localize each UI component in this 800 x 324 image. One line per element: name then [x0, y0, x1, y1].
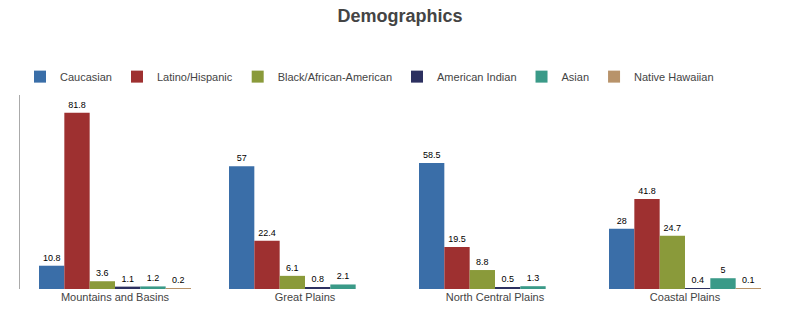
- svg-text:81.8: 81.8: [68, 100, 86, 110]
- svg-text:Caucasian: Caucasian: [60, 71, 112, 83]
- svg-text:0.2: 0.2: [172, 275, 185, 285]
- svg-text:6.1: 6.1: [286, 263, 299, 273]
- svg-text:58.5: 58.5: [423, 150, 441, 160]
- svg-text:24.7: 24.7: [664, 223, 682, 233]
- svg-text:10.8: 10.8: [43, 253, 61, 263]
- svg-text:0.4: 0.4: [691, 275, 704, 285]
- svg-text:22.4: 22.4: [258, 228, 276, 238]
- svg-text:American Indian: American Indian: [437, 71, 517, 83]
- svg-text:19.5: 19.5: [448, 234, 466, 244]
- svg-text:1.3: 1.3: [527, 273, 540, 283]
- svg-text:Asian: Asian: [562, 71, 590, 83]
- svg-text:0.8: 0.8: [311, 274, 324, 284]
- svg-text:2.1: 2.1: [337, 271, 350, 281]
- svg-text:8.8: 8.8: [476, 257, 489, 267]
- svg-text:Demographics: Demographics: [337, 6, 462, 26]
- svg-text:Mountains and Basins: Mountains and Basins: [61, 291, 170, 303]
- svg-text:1.1: 1.1: [121, 274, 134, 284]
- svg-text:Latino/Hispanic: Latino/Hispanic: [157, 71, 233, 83]
- svg-text:5: 5: [720, 265, 725, 275]
- svg-text:1.2: 1.2: [147, 273, 160, 283]
- svg-text:Coastal Plains: Coastal Plains: [650, 291, 721, 303]
- svg-text:Native Hawaiian: Native Hawaiian: [634, 71, 713, 83]
- svg-text:0.1: 0.1: [742, 275, 755, 285]
- svg-text:28: 28: [617, 216, 627, 226]
- svg-text:North Central Plains: North Central Plains: [446, 291, 545, 303]
- svg-text:3.6: 3.6: [96, 268, 109, 278]
- svg-text:57: 57: [237, 153, 247, 163]
- svg-text:Great Plains: Great Plains: [275, 291, 336, 303]
- svg-text:41.8: 41.8: [638, 186, 656, 196]
- svg-text:0.5: 0.5: [501, 274, 514, 284]
- svg-text:Black/African-American: Black/African-American: [278, 71, 392, 83]
